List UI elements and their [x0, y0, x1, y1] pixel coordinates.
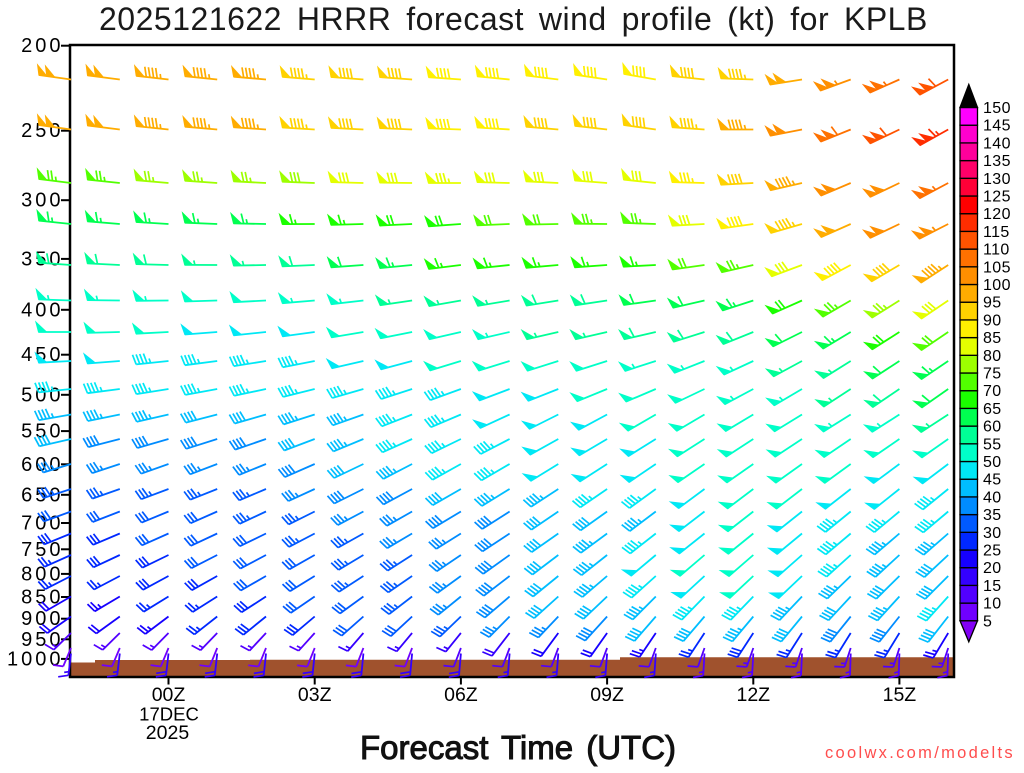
svg-text:135: 135	[983, 153, 1011, 170]
svg-text:35: 35	[983, 507, 1002, 524]
svg-text:800: 800	[21, 563, 63, 585]
svg-text:15: 15	[983, 578, 1002, 595]
svg-text:85: 85	[983, 330, 1002, 347]
svg-text:110: 110	[983, 242, 1010, 259]
svg-text:40: 40	[983, 489, 1002, 506]
svg-text:2025: 2025	[146, 722, 190, 744]
svg-text:145: 145	[983, 118, 1011, 135]
svg-text:450: 450	[21, 344, 63, 366]
svg-text:95: 95	[983, 295, 1002, 312]
svg-text:750: 750	[21, 539, 63, 561]
svg-text:12Z: 12Z	[736, 684, 770, 706]
svg-text:100: 100	[983, 277, 1011, 294]
svg-text:150: 150	[983, 100, 1011, 117]
svg-text:130: 130	[983, 171, 1011, 188]
svg-text:coolwx.com/modelts: coolwx.com/modelts	[825, 744, 1015, 762]
svg-text:50: 50	[983, 454, 1002, 471]
svg-text:06Z: 06Z	[444, 684, 478, 706]
svg-text:03Z: 03Z	[298, 684, 332, 706]
svg-text:00Z: 00Z	[152, 684, 186, 706]
svg-text:70: 70	[983, 383, 1002, 400]
svg-text:550: 550	[21, 421, 63, 443]
svg-text:09Z: 09Z	[590, 684, 624, 706]
svg-text:200: 200	[21, 35, 63, 57]
svg-text:300: 300	[21, 190, 63, 212]
svg-text:950: 950	[21, 629, 63, 651]
svg-text:400: 400	[21, 299, 63, 321]
svg-text:15Z: 15Z	[883, 684, 917, 706]
svg-text:120: 120	[983, 206, 1011, 223]
svg-text:850: 850	[21, 587, 63, 609]
svg-text:115: 115	[983, 224, 1010, 241]
svg-text:Forecast Time (UTC): Forecast Time (UTC)	[360, 729, 676, 766]
svg-text:20: 20	[983, 560, 1002, 577]
svg-text:55: 55	[983, 436, 1002, 453]
svg-text:45: 45	[983, 472, 1002, 489]
svg-text:140: 140	[983, 135, 1011, 152]
svg-text:1000: 1000	[7, 648, 64, 670]
svg-text:2025121622 HRRR forecast wind: 2025121622 HRRR forecast wind profile (k…	[99, 1, 928, 37]
svg-text:10: 10	[983, 596, 1002, 613]
svg-text:65: 65	[983, 401, 1002, 418]
svg-text:900: 900	[21, 608, 63, 630]
svg-text:125: 125	[983, 189, 1011, 206]
svg-text:90: 90	[983, 312, 1002, 329]
svg-text:17DEC: 17DEC	[139, 704, 199, 725]
svg-text:25: 25	[983, 543, 1002, 560]
svg-text:75: 75	[983, 366, 1002, 383]
svg-text:80: 80	[983, 348, 1002, 365]
svg-text:30: 30	[983, 525, 1002, 542]
svg-text:60: 60	[983, 419, 1002, 436]
svg-text:500: 500	[21, 384, 63, 406]
svg-text:105: 105	[983, 259, 1011, 276]
svg-text:5: 5	[983, 613, 992, 630]
